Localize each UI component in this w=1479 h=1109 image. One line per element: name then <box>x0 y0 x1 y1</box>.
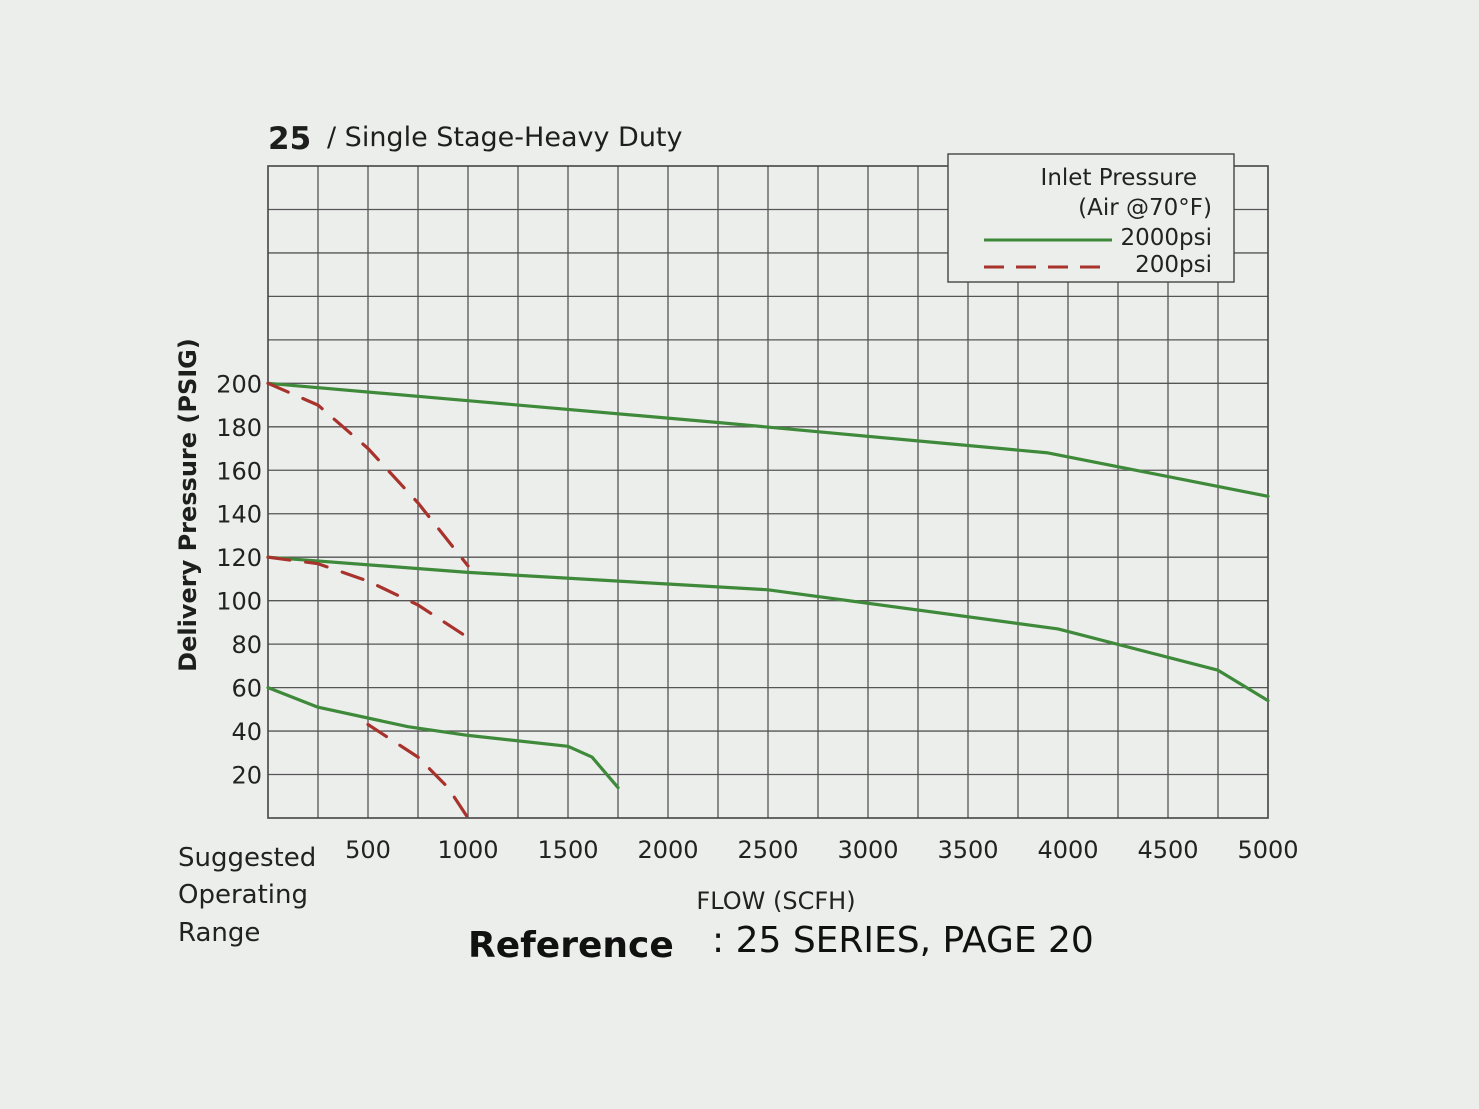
x-axis-label: FLOW (SCFH) <box>696 887 855 915</box>
x-tick-label: 3500 <box>937 836 998 864</box>
y-tick-label: 60 <box>231 675 262 703</box>
x-tick-label: 4500 <box>1137 836 1198 864</box>
chart-title: / Single Stage-Heavy Duty <box>327 122 683 153</box>
y-tick-label: 200 <box>216 370 262 398</box>
y-tick-label: 120 <box>216 544 262 572</box>
legend-label-200psi: 200psi <box>1135 252 1212 278</box>
y-tick-label: 140 <box>216 501 262 529</box>
y-tick-label: 180 <box>216 414 262 442</box>
legend-subtitle: (Air @70°F) <box>1078 195 1212 221</box>
x-tick-label: 1500 <box>537 836 598 864</box>
x-tick-label: 4000 <box>1037 836 1098 864</box>
x-zero-label-line-3: Range <box>178 918 260 948</box>
x-tick-label: 1000 <box>437 836 498 864</box>
legend-label-2000psi: 2000psi <box>1120 225 1212 251</box>
x-tick-label: 2000 <box>637 836 698 864</box>
x-zero-label-line-2: Operating <box>178 880 308 910</box>
y-tick-labels: 200 180 160 140 120 100 80 60 40 20 <box>216 370 262 789</box>
chart-title-number: 25 <box>268 121 311 157</box>
legend: Inlet Pressure (Air @70°F) 2000psi 200ps… <box>947 153 1235 283</box>
legend-box <box>947 153 1235 283</box>
series-line-2000psi-1 <box>266 381 1270 498</box>
x-tick-label: 2500 <box>737 836 798 864</box>
y-tick-label: 40 <box>231 718 262 746</box>
x-tick-label: 3000 <box>837 836 898 864</box>
x-tick-label: 5000 <box>1237 836 1298 864</box>
legend-title: Inlet Pressure <box>1041 165 1197 191</box>
y-tick-label: 80 <box>231 631 262 659</box>
x-zero-label-line-1: Suggested <box>178 843 316 873</box>
series-line-200psi-4 <box>266 381 470 568</box>
reference-bold: Reference <box>468 925 674 966</box>
y-axis-label: Delivery Pressure (PSIG) <box>174 338 202 672</box>
reference-text: : 25 SERIES, PAGE 20 <box>712 920 1094 961</box>
series-line-200psi-6 <box>366 722 470 820</box>
plot-frame <box>267 165 1269 819</box>
y-tick-label: 160 <box>216 457 262 485</box>
y-tick-label: 20 <box>231 762 262 790</box>
y-tick-label: 100 <box>216 588 262 616</box>
plot-grid <box>268 166 1268 818</box>
series-line-2000psi-3 <box>266 685 620 790</box>
x-tick-label: 500 <box>345 836 391 864</box>
series-line-2000psi-2 <box>266 555 1270 703</box>
x-tick-labels: 500 1000 1500 2000 2500 3000 3500 4000 4500 5000 <box>345 836 1298 864</box>
series-layer <box>266 381 1270 820</box>
